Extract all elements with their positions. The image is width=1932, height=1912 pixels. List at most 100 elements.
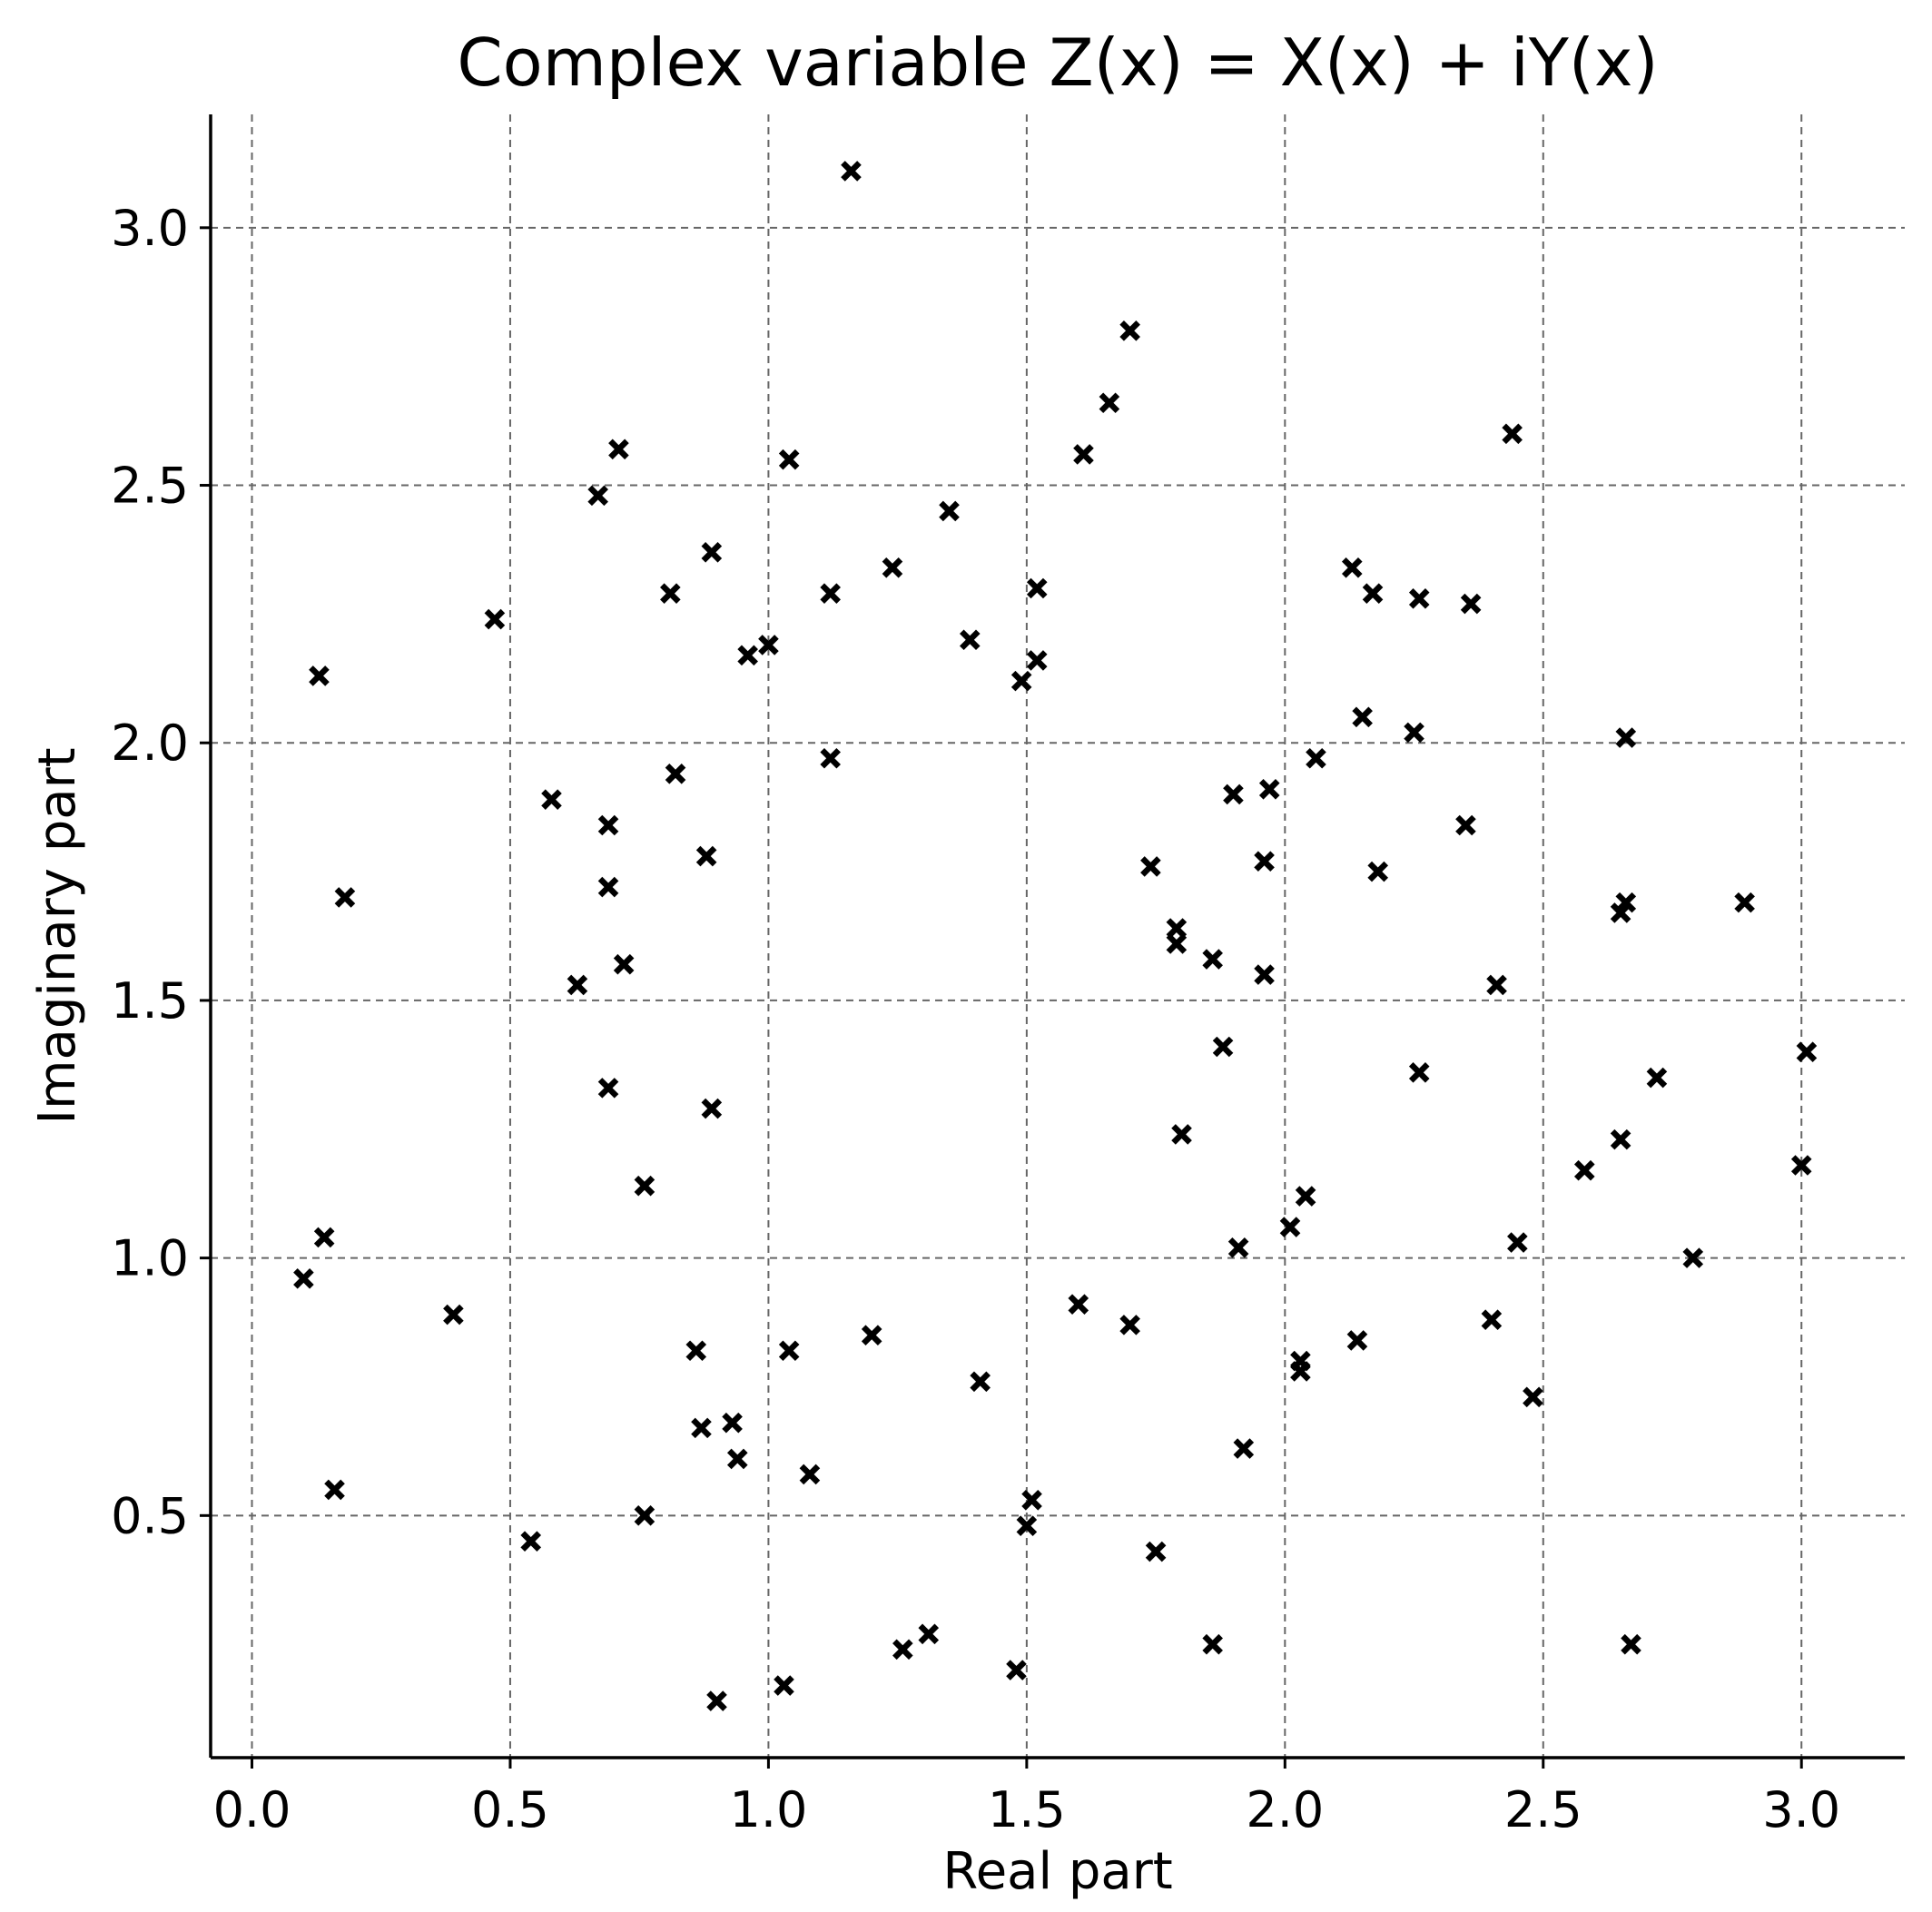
data-point <box>1166 918 1188 939</box>
data-point <box>1408 1062 1430 1083</box>
data-point <box>1367 861 1389 882</box>
data-point <box>1341 557 1363 578</box>
data-point <box>1796 1041 1818 1062</box>
data-point <box>1455 814 1476 836</box>
data-point <box>1790 1155 1812 1176</box>
data-point <box>1352 706 1373 728</box>
data-point <box>1233 1438 1255 1459</box>
data-point <box>613 953 635 975</box>
data-point <box>1507 1232 1528 1253</box>
data-point <box>1145 1541 1167 1562</box>
data-point <box>722 1412 743 1434</box>
data-point <box>484 608 506 630</box>
data-point <box>882 557 903 578</box>
data-point <box>1026 650 1048 671</box>
data-point <box>892 1639 913 1661</box>
data-point <box>1646 1067 1668 1089</box>
data-point <box>1306 747 1326 769</box>
data-point <box>1279 1217 1301 1237</box>
data-point <box>1068 1294 1089 1315</box>
data-point <box>685 1340 707 1362</box>
x-tick-label: 2.5 <box>1504 1781 1582 1838</box>
data-point <box>1026 577 1048 599</box>
data-points <box>293 161 1818 1711</box>
data-point <box>778 1340 800 1362</box>
data-point <box>1615 727 1637 748</box>
data-point <box>1140 856 1161 877</box>
data-point <box>334 887 356 908</box>
data-point <box>778 448 800 470</box>
data-point <box>918 1623 940 1645</box>
data-point <box>443 1304 464 1326</box>
data-point <box>1682 1247 1704 1268</box>
data-point <box>799 1464 821 1485</box>
data-point <box>1621 1633 1641 1655</box>
y-tick-label: 1.0 <box>111 1230 189 1287</box>
data-point <box>634 1505 656 1526</box>
x-tick-label: 1.5 <box>988 1781 1066 1838</box>
data-point <box>1486 974 1507 996</box>
data-point <box>324 1479 345 1501</box>
data-point <box>1171 1124 1192 1145</box>
data-point <box>1202 1633 1223 1655</box>
grid-lines <box>211 114 1905 1758</box>
data-point <box>758 635 779 655</box>
data-point <box>726 1448 748 1470</box>
y-axis-label: Imaginary part <box>28 747 87 1124</box>
data-point <box>695 845 717 867</box>
data-point <box>1615 892 1637 913</box>
data-point <box>1227 1237 1249 1258</box>
data-point <box>1258 778 1280 800</box>
data-point <box>597 876 619 898</box>
data-point <box>820 747 841 769</box>
x-tick-label: 0.0 <box>213 1781 291 1838</box>
axis-ticks: 0.0 0.5 1.0 1.5 2.0 2.5 3.0 0.5 1.0 1.5 2.0 2.5 3.0 <box>111 200 1840 1838</box>
x-tick-label: 1.0 <box>729 1781 807 1838</box>
data-point <box>1502 423 1523 445</box>
y-tick-label: 0.5 <box>111 1487 189 1544</box>
data-point <box>1006 1660 1027 1680</box>
data-point <box>841 161 862 182</box>
data-point <box>1212 1036 1234 1058</box>
data-point <box>1016 1515 1038 1536</box>
data-point <box>597 814 619 836</box>
data-point <box>1346 1330 1368 1351</box>
data-point <box>660 583 681 604</box>
data-point <box>1295 1186 1316 1207</box>
data-point <box>959 629 981 651</box>
data-point <box>701 541 723 563</box>
data-point <box>1119 1315 1140 1335</box>
data-point <box>520 1531 542 1552</box>
data-point <box>1290 1361 1311 1382</box>
data-point <box>541 789 562 810</box>
data-point <box>587 485 608 507</box>
data-point <box>1254 851 1275 872</box>
data-point <box>293 1268 314 1289</box>
data-point <box>1254 964 1275 985</box>
x-tick-label: 2.0 <box>1246 1781 1324 1838</box>
data-point <box>1362 583 1384 604</box>
data-point <box>665 763 686 784</box>
data-point <box>1223 784 1244 805</box>
x-tick-label: 3.0 <box>1762 1781 1840 1838</box>
data-point <box>634 1175 656 1197</box>
data-point <box>1010 670 1032 692</box>
data-point <box>861 1325 882 1346</box>
data-point <box>737 645 758 666</box>
data-point <box>1460 593 1482 615</box>
data-point <box>820 583 841 604</box>
data-point <box>1404 722 1424 744</box>
y-tick-label: 2.0 <box>111 715 189 772</box>
x-axis-label: Real part <box>942 1842 1172 1901</box>
y-tick-label: 2.5 <box>111 458 189 515</box>
data-point <box>774 1675 794 1696</box>
data-point <box>1610 1128 1631 1150</box>
data-point <box>309 665 330 686</box>
data-point <box>1734 892 1755 913</box>
data-point <box>608 439 629 460</box>
data-point <box>706 1690 727 1711</box>
data-point <box>1408 588 1430 609</box>
data-point <box>1573 1159 1595 1181</box>
data-point <box>701 1098 723 1119</box>
